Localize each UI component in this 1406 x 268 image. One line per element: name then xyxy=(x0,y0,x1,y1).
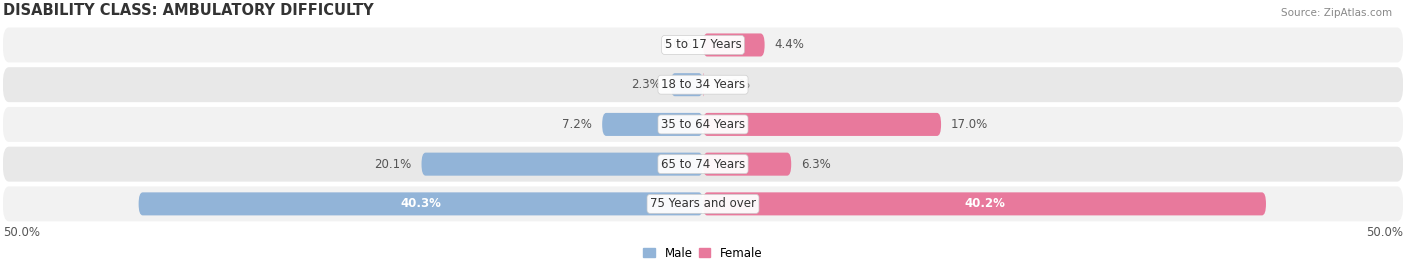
FancyBboxPatch shape xyxy=(703,34,765,57)
Text: 2.3%: 2.3% xyxy=(631,78,661,91)
FancyBboxPatch shape xyxy=(422,152,703,176)
FancyBboxPatch shape xyxy=(3,147,1403,182)
Text: Source: ZipAtlas.com: Source: ZipAtlas.com xyxy=(1281,8,1392,18)
Text: 65 to 74 Years: 65 to 74 Years xyxy=(661,158,745,171)
FancyBboxPatch shape xyxy=(703,152,792,176)
Text: DISABILITY CLASS: AMBULATORY DIFFICULTY: DISABILITY CLASS: AMBULATORY DIFFICULTY xyxy=(3,3,374,18)
Text: 4.4%: 4.4% xyxy=(775,39,804,51)
FancyBboxPatch shape xyxy=(602,113,703,136)
Text: 0.03%: 0.03% xyxy=(713,78,751,91)
Text: 35 to 64 Years: 35 to 64 Years xyxy=(661,118,745,131)
FancyBboxPatch shape xyxy=(3,67,1403,102)
FancyBboxPatch shape xyxy=(703,192,1265,215)
FancyBboxPatch shape xyxy=(139,192,703,215)
Text: 6.3%: 6.3% xyxy=(801,158,831,171)
Text: 5 to 17 Years: 5 to 17 Years xyxy=(665,39,741,51)
Text: 50.0%: 50.0% xyxy=(1367,226,1403,239)
Text: 20.1%: 20.1% xyxy=(374,158,412,171)
Text: 75 Years and over: 75 Years and over xyxy=(650,197,756,210)
FancyBboxPatch shape xyxy=(3,28,1403,62)
Text: 18 to 34 Years: 18 to 34 Years xyxy=(661,78,745,91)
Text: 7.2%: 7.2% xyxy=(562,118,592,131)
FancyBboxPatch shape xyxy=(703,113,941,136)
Text: 17.0%: 17.0% xyxy=(950,118,988,131)
Text: 40.2%: 40.2% xyxy=(965,197,1005,210)
FancyBboxPatch shape xyxy=(3,187,1403,221)
FancyBboxPatch shape xyxy=(3,107,1403,142)
Text: 0.0%: 0.0% xyxy=(662,39,692,51)
FancyBboxPatch shape xyxy=(671,73,703,96)
Text: 40.3%: 40.3% xyxy=(401,197,441,210)
Text: 50.0%: 50.0% xyxy=(3,226,39,239)
Legend: Male, Female: Male, Female xyxy=(638,242,768,265)
